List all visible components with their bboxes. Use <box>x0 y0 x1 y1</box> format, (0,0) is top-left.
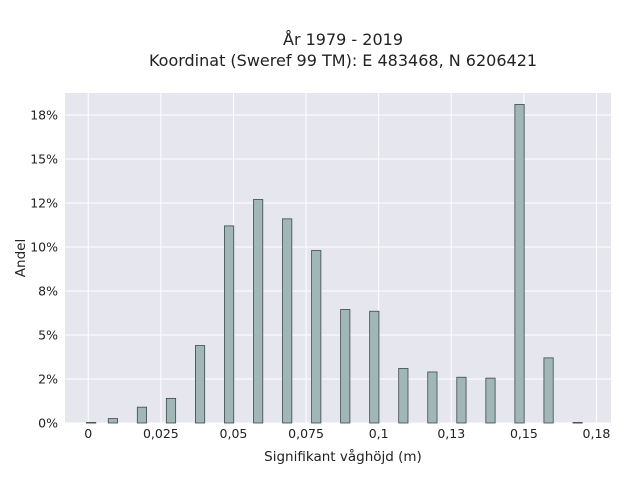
histogram-bar <box>311 250 322 424</box>
histogram-bar <box>456 376 467 424</box>
histogram-bar <box>543 357 554 424</box>
y-tick-label: 12% <box>30 196 58 211</box>
histogram-bar <box>427 371 438 424</box>
x-tick-label: 0,15 <box>510 426 538 441</box>
x-tick-label: 0,025 <box>143 426 179 441</box>
histogram-bar <box>107 418 118 424</box>
histogram-bar <box>572 422 583 424</box>
y-tick-label: 18% <box>30 108 58 123</box>
histogram-bar <box>253 199 264 424</box>
histogram-bar <box>485 377 496 424</box>
histogram-bar <box>369 310 380 424</box>
x-tick-label: 0,13 <box>437 426 465 441</box>
x-tick-label: 0 <box>84 426 92 441</box>
plot-area <box>65 93 611 423</box>
x-axis-ticks: 0 0,025 0,05 0,075 0,1 0,13 0,15 0,18 <box>84 426 610 441</box>
y-tick-label: 15% <box>30 152 58 167</box>
chart-title: År 1979 - 2019 <box>283 30 403 49</box>
histogram-bar <box>195 345 206 424</box>
x-tick-label: 0,1 <box>369 426 389 441</box>
histogram-bar <box>282 218 293 424</box>
chart-subtitle: Koordinat (Sweref 99 TM): E 483468, N 62… <box>149 51 537 70</box>
histogram-bar <box>86 422 97 424</box>
histogram-bar <box>224 225 235 424</box>
histogram-bar <box>136 406 148 424</box>
x-tick-label: 0,18 <box>583 426 611 441</box>
histogram-bar <box>398 368 409 424</box>
y-tick-label: 10% <box>30 240 58 255</box>
x-axis-label: Signifikant våghöjd (m) <box>264 448 422 465</box>
histogram-bar <box>514 104 525 424</box>
histogram-bar <box>340 309 351 424</box>
bars <box>86 104 583 424</box>
y-tick-label: 0% <box>38 416 58 431</box>
x-tick-label: 0,05 <box>220 426 248 441</box>
y-tick-label: 2% <box>38 372 58 387</box>
y-tick-label: 5% <box>38 328 58 343</box>
y-axis-ticks: 0% 2% 5% 8% 10% 12% 15% 18% <box>30 108 58 431</box>
y-axis-label: Andel <box>13 239 29 277</box>
histogram-bar <box>165 397 177 424</box>
y-tick-label: 8% <box>38 284 58 299</box>
x-tick-label: 0,075 <box>288 426 324 441</box>
